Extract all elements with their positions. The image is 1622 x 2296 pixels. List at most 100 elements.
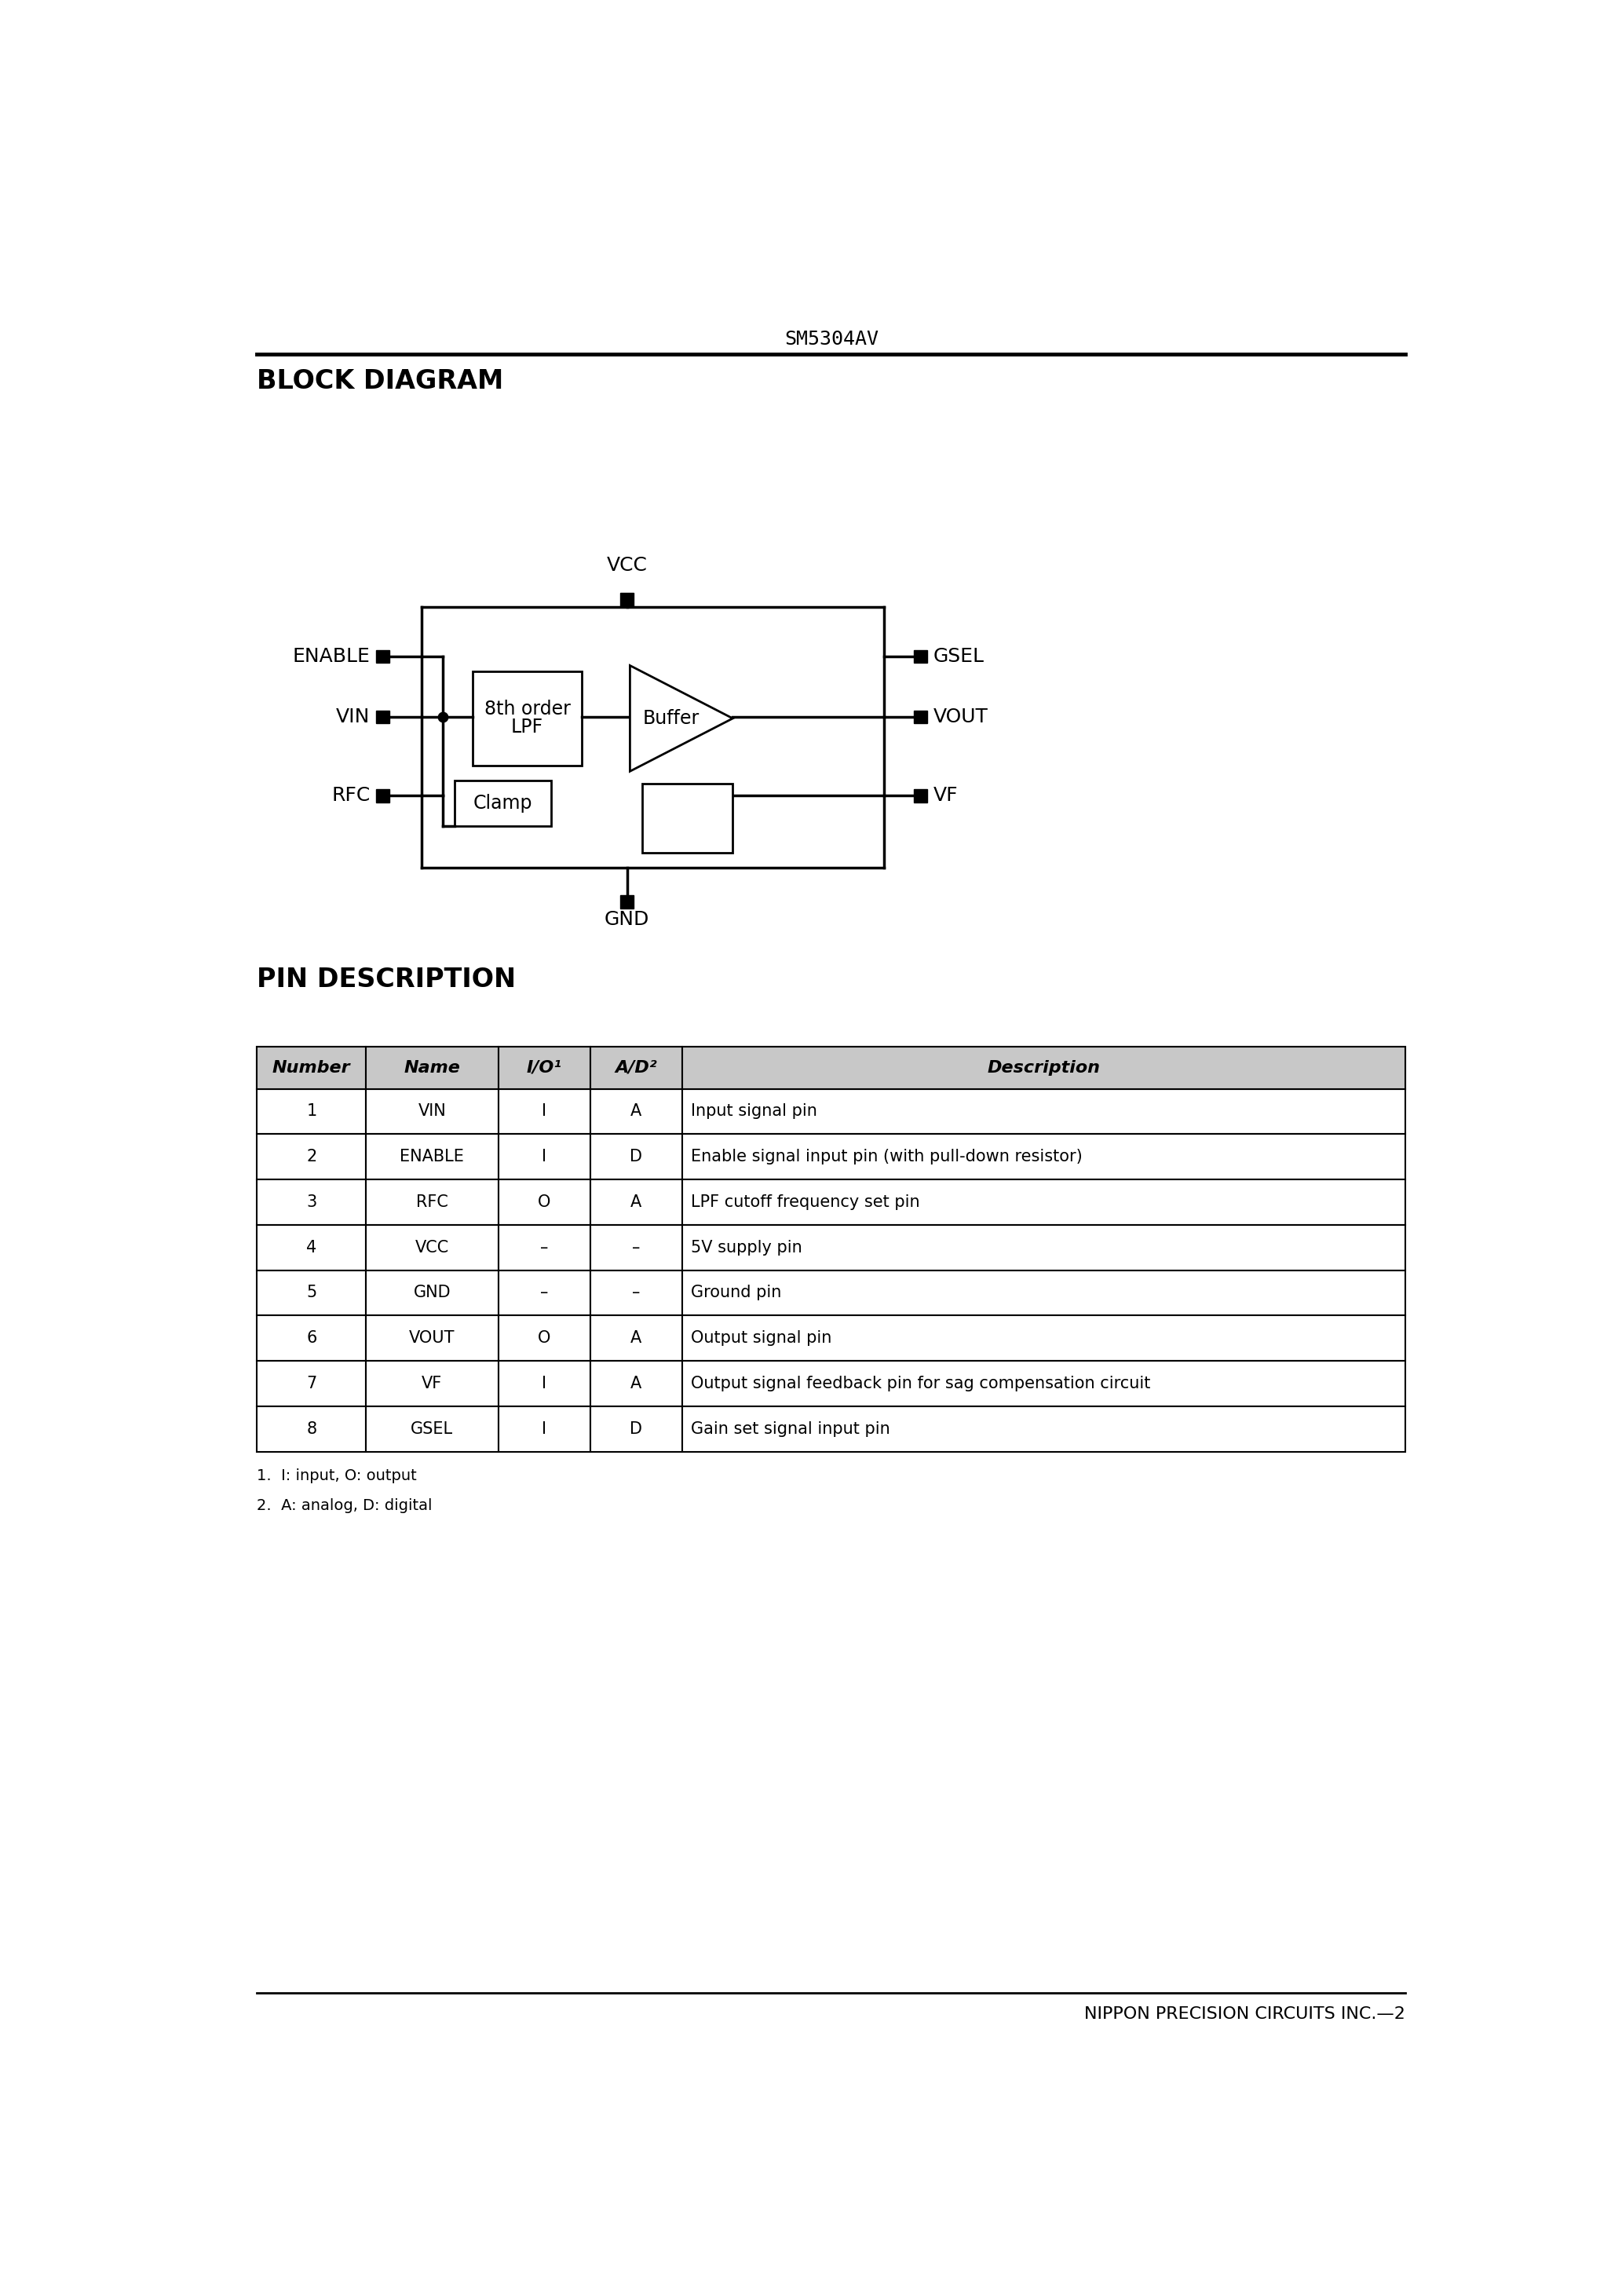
Text: A/D²: A/D² bbox=[615, 1061, 657, 1075]
Bar bbox=[376, 650, 389, 664]
Text: I: I bbox=[542, 1421, 547, 1437]
Text: O: O bbox=[539, 1194, 550, 1210]
Bar bbox=[590, 1362, 681, 1405]
Text: VOUT: VOUT bbox=[933, 707, 988, 726]
Text: Output signal feedback pin for sag compensation circuit: Output signal feedback pin for sag compe… bbox=[691, 1375, 1150, 1391]
Bar bbox=[367, 1405, 498, 1451]
Bar bbox=[367, 1180, 498, 1224]
Bar bbox=[498, 1047, 590, 1088]
Bar bbox=[256, 1270, 367, 1316]
Text: 6: 6 bbox=[307, 1329, 316, 1345]
Bar bbox=[642, 783, 733, 852]
Bar bbox=[590, 1270, 681, 1316]
Bar bbox=[454, 781, 551, 827]
Bar bbox=[498, 1088, 590, 1134]
Text: Gain set signal input pin: Gain set signal input pin bbox=[691, 1421, 890, 1437]
Text: I: I bbox=[542, 1104, 547, 1118]
Bar bbox=[376, 790, 389, 801]
Bar bbox=[681, 1180, 1406, 1224]
Text: GND: GND bbox=[605, 909, 649, 930]
Bar bbox=[498, 1224, 590, 1270]
Text: ENABLE: ENABLE bbox=[292, 647, 370, 666]
Text: VOUT: VOUT bbox=[409, 1329, 456, 1345]
Bar bbox=[498, 1405, 590, 1451]
Text: 1: 1 bbox=[307, 1104, 316, 1118]
Bar bbox=[472, 670, 582, 765]
Text: SM5304AV: SM5304AV bbox=[783, 331, 879, 349]
Bar bbox=[590, 1047, 681, 1088]
Bar bbox=[256, 1047, 367, 1088]
Bar bbox=[498, 1270, 590, 1316]
Text: 4: 4 bbox=[307, 1240, 316, 1256]
Text: –: – bbox=[540, 1286, 548, 1300]
Text: D: D bbox=[629, 1421, 642, 1437]
Text: 8th order: 8th order bbox=[483, 700, 571, 719]
Text: RFC: RFC bbox=[417, 1194, 448, 1210]
Text: 5V supply pin: 5V supply pin bbox=[691, 1240, 803, 1256]
Bar bbox=[590, 1134, 681, 1180]
Text: Output signal pin: Output signal pin bbox=[691, 1329, 832, 1345]
Text: VF: VF bbox=[933, 785, 959, 806]
Text: VIN: VIN bbox=[418, 1104, 446, 1118]
Polygon shape bbox=[629, 666, 733, 771]
Bar bbox=[620, 895, 634, 909]
Bar bbox=[681, 1088, 1406, 1134]
Bar bbox=[367, 1362, 498, 1405]
Text: VIN: VIN bbox=[336, 707, 370, 726]
Text: Input signal pin: Input signal pin bbox=[691, 1104, 817, 1118]
Text: –: – bbox=[633, 1286, 641, 1300]
Text: A: A bbox=[631, 1194, 642, 1210]
Bar bbox=[498, 1134, 590, 1180]
Text: LPF cutoff frequency set pin: LPF cutoff frequency set pin bbox=[691, 1194, 920, 1210]
Text: Clamp: Clamp bbox=[474, 794, 532, 813]
Text: VF: VF bbox=[422, 1375, 443, 1391]
Text: A: A bbox=[631, 1375, 642, 1391]
Bar bbox=[681, 1270, 1406, 1316]
Text: BLOCK DIAGRAM: BLOCK DIAGRAM bbox=[256, 367, 504, 395]
Text: VCC: VCC bbox=[607, 556, 647, 576]
Text: GSEL: GSEL bbox=[933, 647, 985, 666]
Bar bbox=[367, 1270, 498, 1316]
Bar bbox=[256, 1405, 367, 1451]
Bar bbox=[367, 1316, 498, 1362]
Bar bbox=[498, 1316, 590, 1362]
Text: –: – bbox=[633, 1240, 641, 1256]
Bar bbox=[915, 709, 928, 723]
Text: 2.  A: analog, D: digital: 2. A: analog, D: digital bbox=[256, 1499, 433, 1513]
Text: LPF: LPF bbox=[511, 719, 543, 737]
Bar bbox=[367, 1088, 498, 1134]
Text: 5: 5 bbox=[307, 1286, 316, 1300]
Text: D: D bbox=[629, 1148, 642, 1164]
Bar bbox=[915, 790, 928, 801]
Text: VCC: VCC bbox=[415, 1240, 449, 1256]
Text: 7: 7 bbox=[307, 1375, 316, 1391]
Text: 3: 3 bbox=[307, 1194, 316, 1210]
Bar bbox=[256, 1316, 367, 1362]
Bar bbox=[681, 1362, 1406, 1405]
Bar bbox=[590, 1180, 681, 1224]
Text: Name: Name bbox=[404, 1061, 461, 1075]
Text: Enable signal input pin (with pull-down resistor): Enable signal input pin (with pull-down … bbox=[691, 1148, 1082, 1164]
Bar bbox=[367, 1047, 498, 1088]
Text: 8: 8 bbox=[307, 1421, 316, 1437]
Bar bbox=[590, 1316, 681, 1362]
Text: PIN DESCRIPTION: PIN DESCRIPTION bbox=[256, 967, 516, 992]
Text: Number: Number bbox=[272, 1061, 350, 1075]
Bar bbox=[367, 1134, 498, 1180]
Bar bbox=[256, 1134, 367, 1180]
Text: ENABLE: ENABLE bbox=[401, 1148, 464, 1164]
Bar bbox=[256, 1047, 1406, 1088]
Bar bbox=[498, 1362, 590, 1405]
Text: RFC: RFC bbox=[331, 785, 370, 806]
Bar bbox=[367, 1224, 498, 1270]
Text: O: O bbox=[539, 1329, 550, 1345]
Bar bbox=[256, 1224, 367, 1270]
Bar bbox=[681, 1134, 1406, 1180]
Bar bbox=[256, 1180, 367, 1224]
Bar bbox=[620, 592, 634, 606]
Text: GSEL: GSEL bbox=[410, 1421, 454, 1437]
Bar bbox=[376, 709, 389, 723]
Bar bbox=[681, 1047, 1406, 1088]
Text: A: A bbox=[631, 1104, 642, 1118]
Bar bbox=[256, 1088, 367, 1134]
